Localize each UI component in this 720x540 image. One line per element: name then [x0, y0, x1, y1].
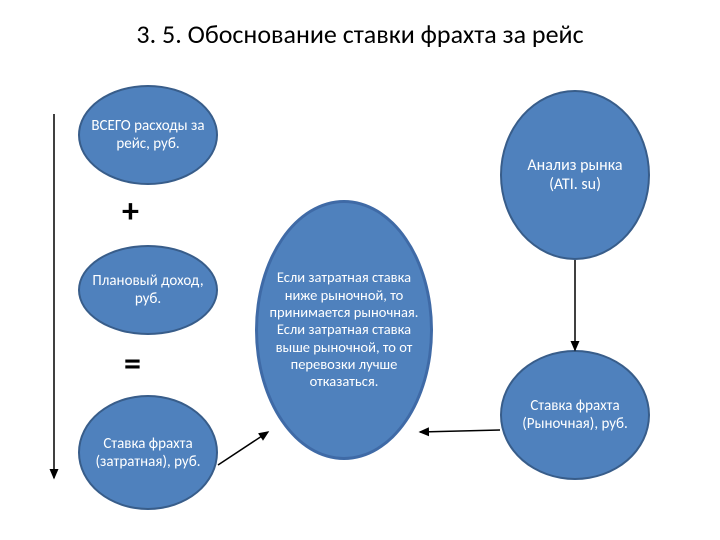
- node-market-analysis: Анализ рынка (ATI. su): [500, 90, 650, 260]
- page-title: 3. 5. Обоснование ставки фрахта за рейс: [0, 18, 720, 50]
- node-label: ВСЕГО расходы за рейс, руб.: [90, 117, 206, 153]
- node-decision-rule: Если затратная ставка ниже рыночной, то …: [255, 200, 433, 460]
- node-label: Если затратная ставка ниже рыночной, то …: [268, 269, 420, 391]
- node-label: Анализ рынка (ATI. su): [512, 156, 638, 194]
- node-label: Плановый доход, руб.: [90, 272, 206, 308]
- node-label: Ставка фрахта (Рыночная), руб.: [512, 397, 638, 433]
- equals-operator: =: [124, 348, 141, 382]
- node-market-rate: Ставка фрахта (Рыночная), руб.: [500, 350, 650, 480]
- plus-operator: +: [122, 195, 139, 229]
- node-total-expenses: ВСЕГО расходы за рейс, руб.: [78, 85, 218, 185]
- node-label: Ставка фрахта (затратная), руб.: [90, 435, 206, 471]
- node-cost-rate: Ставка фрахта (затратная), руб.: [78, 395, 218, 510]
- node-planned-income: Плановый доход, руб.: [78, 245, 218, 335]
